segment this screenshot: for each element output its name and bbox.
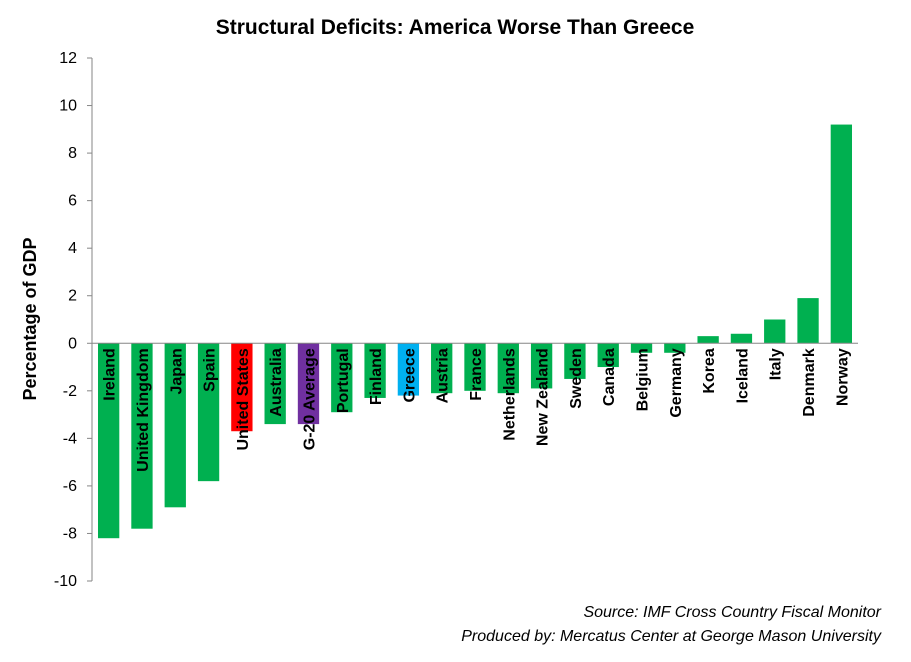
bar-united-states — [231, 343, 253, 432]
y-tick-label: -4 — [63, 430, 77, 447]
y-tick-label: -2 — [63, 383, 77, 400]
bar-spain — [197, 343, 220, 482]
y-tick-label: 0 — [68, 335, 77, 352]
bar-iceland — [730, 333, 753, 344]
category-label: Australia — [268, 348, 285, 417]
bar-denmark — [797, 298, 819, 344]
chart-title: Structural Deficits: America Worse Than … — [216, 16, 695, 39]
bar-germany — [664, 343, 686, 353]
category-label: Norway — [834, 348, 851, 406]
category-labels: Ireland United Kingdom Japan Spain United St… — [102, 348, 852, 472]
bar-japan — [164, 343, 186, 508]
category-label: Denmark — [801, 348, 818, 417]
category-label: Korea — [701, 348, 718, 393]
bar-finland — [364, 343, 386, 398]
category-label: Portugal — [335, 348, 352, 413]
category-label: New Zealand — [535, 348, 552, 446]
source-note: Source: IMF Cross Country Fiscal Monitor — [583, 604, 881, 621]
category-label: Germany — [668, 348, 685, 417]
category-label: United States — [235, 348, 252, 450]
y-tick-label: 6 — [68, 193, 77, 210]
category-label: Austria — [435, 348, 452, 403]
y-tick-label: 2 — [68, 288, 77, 305]
category-label: Japan — [168, 348, 185, 394]
category-label: Netherlands — [501, 348, 518, 441]
bar-sweden — [564, 343, 586, 379]
category-label: Iceland — [734, 348, 751, 403]
bar-ireland — [97, 343, 120, 539]
y-tick-label: -6 — [63, 478, 77, 495]
bar-netherlands — [497, 343, 519, 394]
category-label: G-20 Average — [301, 348, 318, 450]
bar-canada — [597, 343, 619, 368]
bar-new-zealand — [530, 343, 553, 389]
category-label: Sweden — [568, 348, 585, 408]
bar-g-20-average — [297, 343, 320, 425]
category-label: Spain — [202, 348, 219, 392]
category-label: Ireland — [102, 348, 119, 400]
bars — [97, 124, 853, 539]
bar-norway — [830, 124, 853, 344]
bar-italy — [764, 319, 786, 344]
bar-france — [464, 343, 486, 391]
category-label: Canada — [601, 348, 618, 406]
bar-portugal — [331, 343, 353, 413]
y-tick-label: 10 — [59, 98, 77, 115]
category-label: France — [468, 348, 485, 401]
y-tick-label: 12 — [59, 50, 77, 67]
y-tick-label: 8 — [68, 145, 77, 162]
bar-austria — [431, 343, 453, 394]
bar-korea — [697, 336, 719, 344]
bar-australia — [264, 343, 286, 425]
plot-area: 12 10 8 6 4 2 0 -2 -4 -6 -8 -10 Ireland United Kingd… — [54, 50, 858, 590]
category-label: United Kingdom — [135, 348, 152, 472]
y-tick-label: 4 — [68, 240, 77, 257]
category-label: Belgium — [635, 348, 652, 411]
category-label: Finland — [368, 348, 385, 405]
category-label: Greece — [401, 348, 418, 402]
bar-united-kingdom — [131, 343, 153, 529]
category-label: Italy — [768, 348, 785, 380]
bar-greece — [397, 343, 420, 396]
produced-by-note: Produced by: Mercatus Center at George M… — [461, 628, 881, 645]
y-tick-label: -10 — [54, 573, 77, 590]
y-tick-label: -8 — [63, 525, 77, 542]
y-axis-label: Percentage of GDP — [20, 237, 40, 400]
bar-belgium — [630, 343, 653, 353]
y-ticks: 12 10 8 6 4 2 0 -2 -4 -6 -8 -10 — [54, 50, 92, 590]
